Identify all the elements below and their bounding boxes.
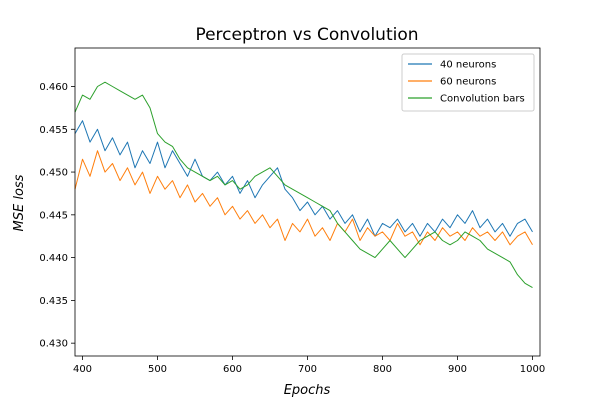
plot-area: 400 500 600 700 800 900 1000 0.430 0.435 0.440 0.4…	[39, 47, 545, 375]
y-tick-label-0: 0.430	[39, 339, 68, 350]
x-tick-label-1: 500	[148, 364, 167, 375]
legend-box	[401, 53, 535, 112]
legend-label-2: Convolution bars	[440, 94, 525, 105]
x-tick-label-5: 900	[448, 364, 467, 375]
x-tick-label-6: 1000	[520, 364, 545, 375]
x-tick-label-4: 800	[373, 364, 392, 375]
x-tick-label-3: 700	[298, 364, 317, 375]
x-axis-label: Epochs	[284, 383, 331, 398]
y-tick-label-6: 0.460	[39, 82, 68, 93]
chart-title: Perceptron vs Convolution	[195, 25, 418, 45]
series-line-2	[74, 81, 533, 289]
legend-label-0: 40 neurons	[440, 60, 496, 71]
series-line-0	[74, 120, 533, 237]
y-tick-label-3: 0.445	[39, 210, 68, 221]
y-tick-label-5: 0.455	[39, 125, 68, 136]
y-axis-label: MSE loss	[12, 174, 27, 231]
series-line-1	[74, 150, 533, 246]
x-tick-label-2: 600	[223, 364, 242, 375]
legend-label-1: 60 neurons	[440, 77, 496, 88]
y-tick-label-2: 0.440	[39, 253, 68, 264]
x-tick-label-0: 400	[73, 364, 92, 375]
y-tick-label-1: 0.435	[39, 296, 68, 307]
y-tick-label-4: 0.450	[39, 168, 68, 179]
